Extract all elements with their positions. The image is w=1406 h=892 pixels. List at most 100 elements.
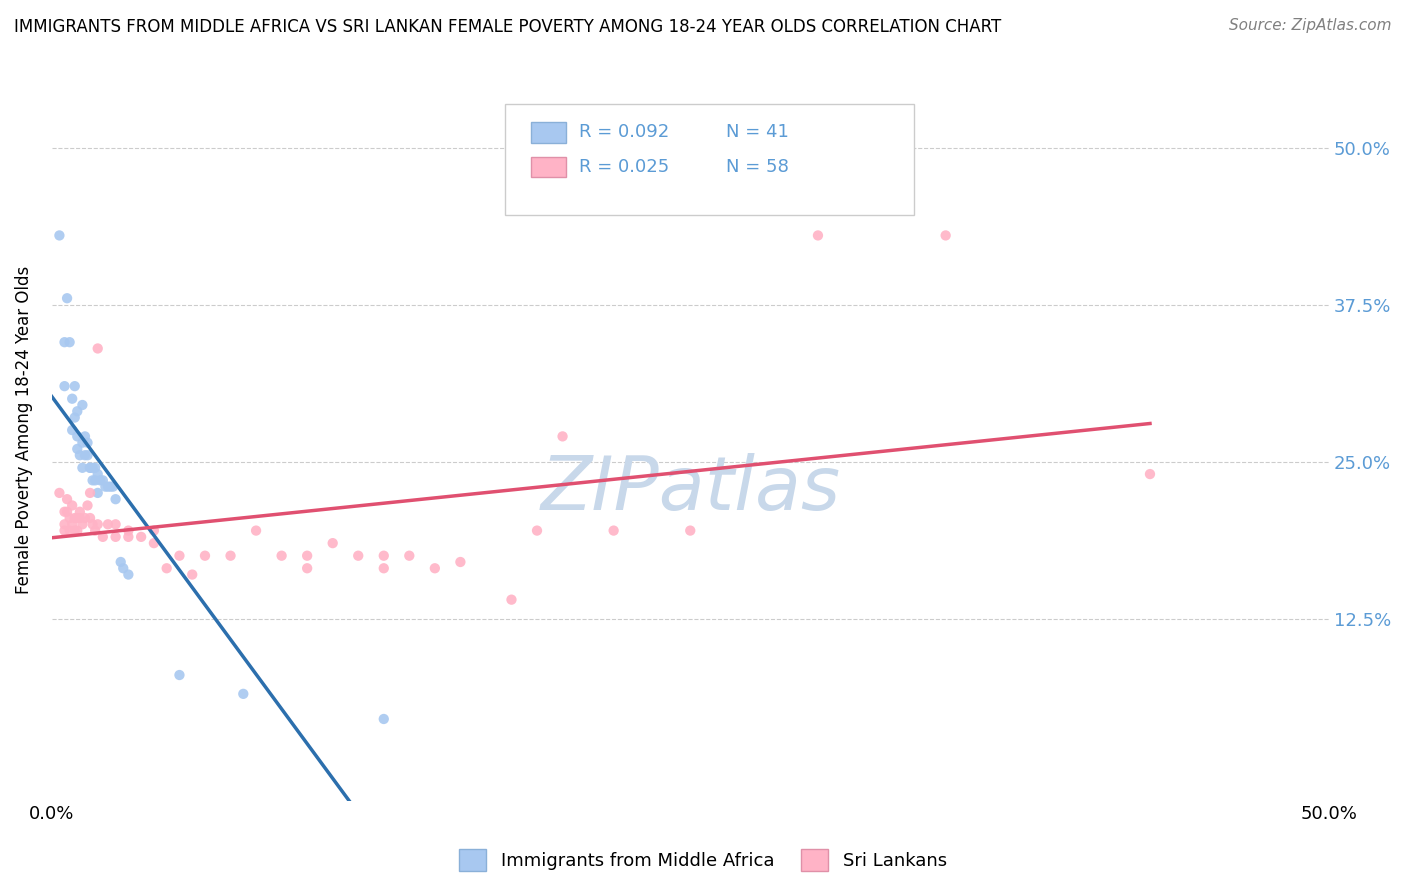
Point [295, 549, 318, 563]
Point [807, 228, 830, 243]
Point [373, 549, 395, 563]
Point [72, 517, 94, 532]
Point [101, 480, 124, 494]
Point [79, 511, 101, 525]
Point [56, 505, 79, 519]
Point [53, 517, 76, 532]
Point [76, 435, 98, 450]
Point [82, 474, 104, 488]
Point [219, 549, 242, 563]
Point [60, 392, 83, 406]
Point [501, 592, 523, 607]
Point [194, 549, 217, 563]
Point [73, 448, 96, 462]
Text: R = 0.025: R = 0.025 [579, 158, 669, 176]
Point [129, 530, 152, 544]
Point [89, 474, 111, 488]
Point [48, 486, 70, 500]
Y-axis label: Female Poverty Among 18-24 Year Olds: Female Poverty Among 18-24 Year Olds [15, 266, 32, 594]
Point [232, 687, 254, 701]
Point [322, 536, 344, 550]
Point [76, 448, 98, 462]
Point [1139, 467, 1161, 481]
Point [87, 486, 110, 500]
Point [97, 517, 120, 532]
Point [63, 410, 86, 425]
Point [59, 335, 82, 350]
Point [63, 379, 86, 393]
Point [48, 228, 70, 243]
Point [53, 335, 76, 350]
Bar [530, 157, 567, 178]
Point [100, 480, 122, 494]
Point [117, 530, 139, 544]
Legend: Immigrants from Middle Africa, Sri Lankans: Immigrants from Middle Africa, Sri Lanka… [451, 842, 955, 879]
Point [97, 480, 120, 494]
Point [270, 549, 292, 563]
Point [63, 524, 86, 538]
Point [76, 499, 98, 513]
Point [347, 549, 370, 563]
Point [66, 404, 89, 418]
Point [112, 561, 135, 575]
Point [59, 511, 82, 525]
Point [63, 511, 86, 525]
Point [91, 530, 114, 544]
Point [117, 524, 139, 538]
Point [87, 342, 110, 356]
Point [82, 517, 104, 532]
Point [69, 448, 91, 462]
Text: IMMIGRANTS FROM MIDDLE AFRICA VS SRI LANKAN FEMALE POVERTY AMONG 18-24 YEAR OLDS: IMMIGRANTS FROM MIDDLE AFRICA VS SRI LAN… [14, 18, 1001, 36]
Point [84, 524, 107, 538]
Point [245, 524, 267, 538]
Point [60, 499, 83, 513]
FancyBboxPatch shape [505, 104, 914, 215]
Point [935, 228, 957, 243]
Point [449, 555, 471, 569]
Point [66, 524, 89, 538]
Point [104, 517, 127, 532]
Point [66, 511, 89, 525]
Point [87, 467, 110, 481]
Point [526, 524, 548, 538]
Point [104, 530, 127, 544]
Point [69, 505, 91, 519]
Point [295, 561, 318, 575]
Point [91, 474, 114, 488]
Point [373, 712, 395, 726]
Point [56, 492, 79, 507]
Bar [530, 122, 567, 143]
Point [53, 505, 76, 519]
Point [56, 291, 79, 305]
Point [84, 474, 107, 488]
Point [73, 511, 96, 525]
Point [72, 435, 94, 450]
Point [110, 555, 132, 569]
Point [79, 460, 101, 475]
Point [117, 567, 139, 582]
Point [679, 524, 702, 538]
Point [169, 549, 191, 563]
Point [142, 524, 165, 538]
Point [551, 429, 574, 443]
Point [73, 429, 96, 443]
Point [69, 511, 91, 525]
Point [82, 460, 104, 475]
Point [169, 668, 191, 682]
Text: N = 41: N = 41 [725, 123, 789, 141]
Point [66, 429, 89, 443]
Point [79, 486, 101, 500]
Point [156, 561, 179, 575]
Point [60, 517, 83, 532]
Point [87, 517, 110, 532]
Point [60, 423, 83, 437]
Point [79, 460, 101, 475]
Point [66, 442, 89, 456]
Point [104, 492, 127, 507]
Point [142, 536, 165, 550]
Text: ZIPatlas: ZIPatlas [540, 453, 841, 525]
Point [602, 524, 624, 538]
Point [94, 480, 117, 494]
Point [59, 524, 82, 538]
Text: R = 0.092: R = 0.092 [579, 123, 669, 141]
